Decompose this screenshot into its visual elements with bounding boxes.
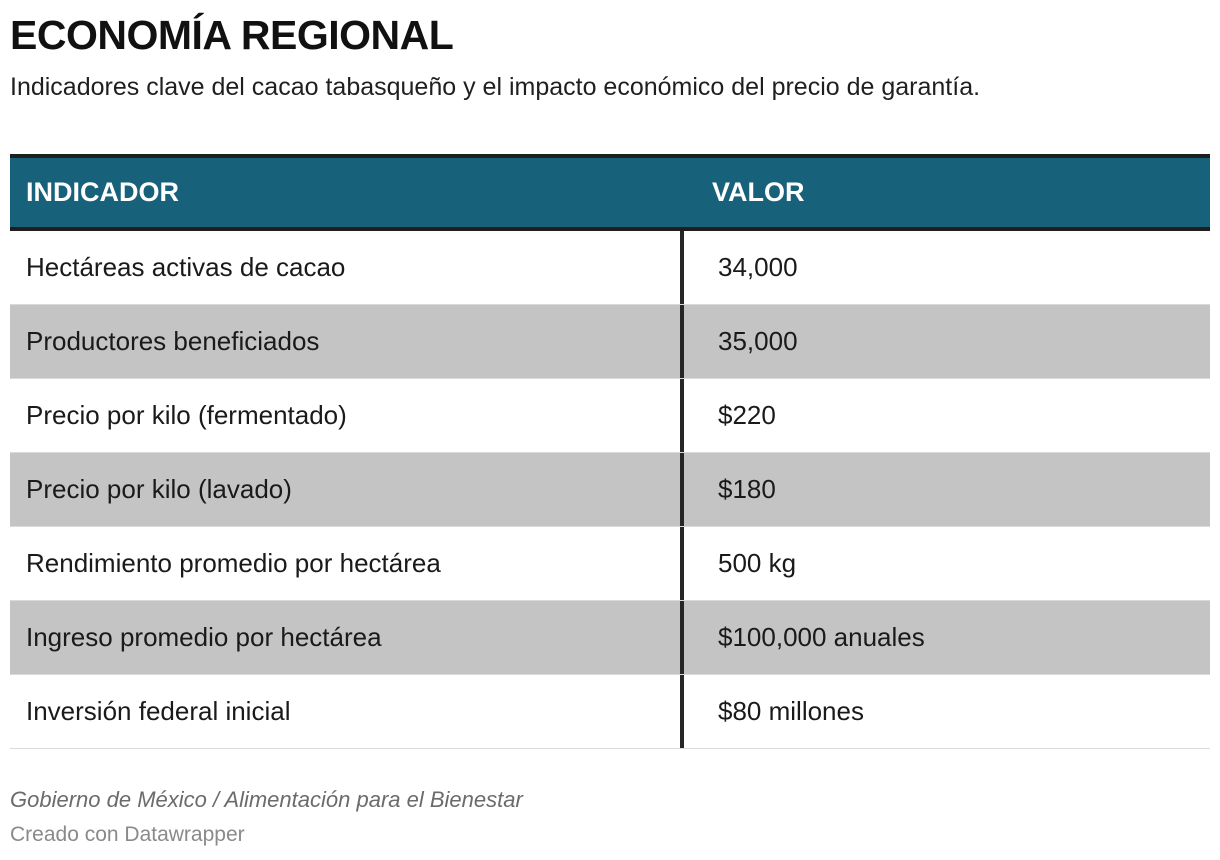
value-cell: $180 <box>680 453 1210 526</box>
table-row: Ingreso promedio por hectárea $100,000 an… <box>10 601 1210 675</box>
indicator-cell: Productores beneficiados <box>26 326 320 356</box>
table-row: Productores beneficiados 35,000 <box>10 305 1210 379</box>
value-cell: $100,000 anuales <box>680 601 1210 674</box>
column-header-indicador: INDICADOR <box>26 177 179 207</box>
value-cell: 35,000 <box>680 305 1210 378</box>
chart-title: ECONOMÍA REGIONAL <box>10 12 454 58</box>
chart-subtitle: Indicadores clave del cacao tabasqueño y… <box>10 73 981 101</box>
table-header: INDICADOR VALOR <box>10 154 1210 231</box>
indicator-cell: Precio por kilo (fermentado) <box>26 400 347 430</box>
table-row: Hectáreas activas de cacao 34,000 <box>10 231 1210 305</box>
indicator-cell: Ingreso promedio por hectárea <box>26 622 382 652</box>
chart-footer: Gobierno de México / Alimentación para e… <box>10 786 1210 848</box>
indicator-cell: Inversión federal inicial <box>26 696 291 726</box>
table-row: Precio por kilo (fermentado) $220 <box>10 379 1210 453</box>
indicator-cell: Rendimiento promedio por hectárea <box>26 548 441 578</box>
table-body: Hectáreas activas de cacao 34,000 Producto… <box>10 231 1210 749</box>
chart-container: ECONOMÍA REGIONAL Indicadores clave del … <box>10 0 1210 846</box>
indicator-cell: Hectáreas activas de cacao <box>26 252 346 282</box>
source-note: Gobierno de México / Alimentación para e… <box>10 787 523 812</box>
table-row: Rendimiento promedio por hectárea 500 kg <box>10 527 1210 601</box>
column-header-valor: VALOR <box>712 177 805 207</box>
value-cell: $80 millones <box>680 675 1210 748</box>
value-cell: 500 kg <box>680 527 1210 600</box>
value-cell: 34,000 <box>680 231 1210 304</box>
table-row: Precio por kilo (lavado) $180 <box>10 453 1210 527</box>
table-row: Inversión federal inicial $80 millones <box>10 675 1210 749</box>
indicator-cell: Precio por kilo (lavado) <box>26 474 292 504</box>
value-cell: $220 <box>680 379 1210 452</box>
data-table: INDICADOR VALOR Hectáreas activas de cac… <box>10 154 1210 749</box>
credit-note: Creado con Datawrapper <box>10 823 245 846</box>
